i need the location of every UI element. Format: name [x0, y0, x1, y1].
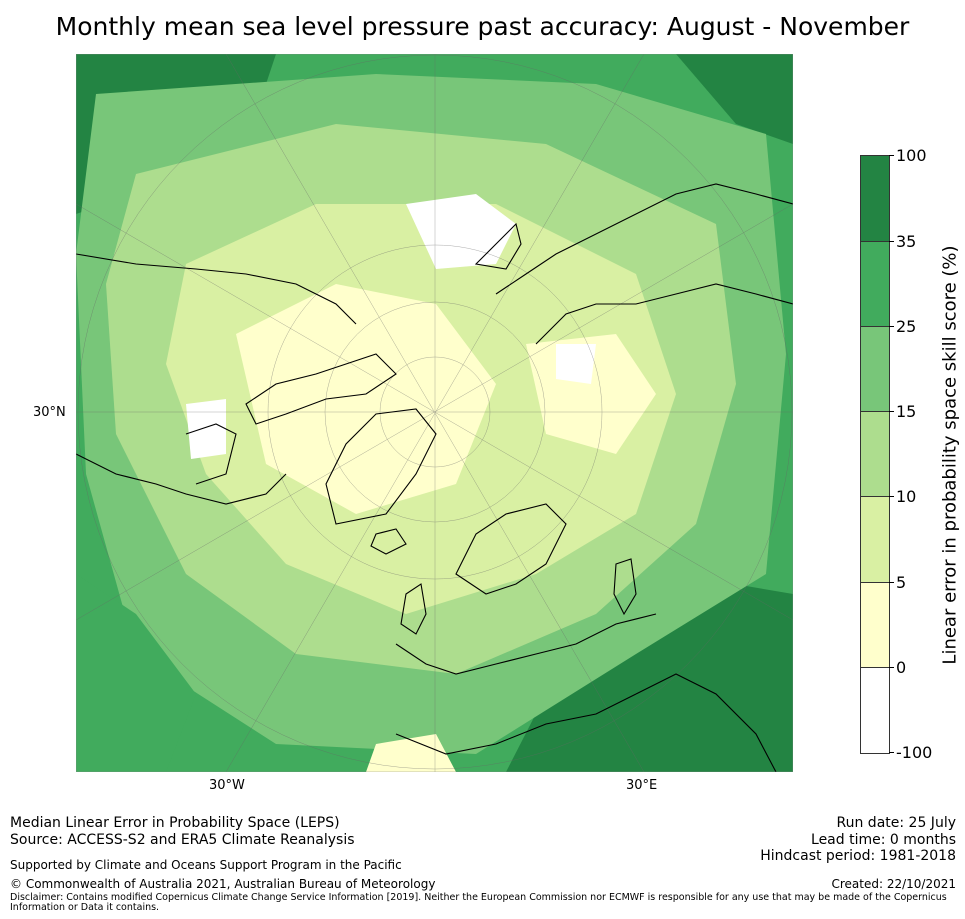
british-isles-coastline [400, 583, 427, 635]
mediterranean-coastline [395, 693, 637, 755]
colorbar [860, 155, 890, 754]
colorbar-tick: 35 [896, 232, 917, 251]
footer-run-date: Run date: 25 July [836, 815, 956, 831]
latitude-label-30n: 30°N [33, 405, 66, 420]
canadian-arctic-coastline [245, 353, 397, 425]
north-america-east-coastline [76, 453, 287, 505]
colorbar-tick: 100 [896, 146, 927, 165]
graticule [76, 54, 793, 772]
iceland-coastline [370, 528, 407, 555]
colorbar-tick: 25 [896, 317, 917, 336]
colorbar-tick: 5 [896, 573, 907, 592]
greenland-coastline [325, 408, 437, 525]
longitude-label-30e: 30°E [626, 778, 658, 793]
footer-created: Created: 22/10/2021 [831, 877, 956, 891]
colorbar-tick: -100 [896, 743, 933, 762]
footer-disclaimer: Disclaimer: Contains modified Copernicus… [10, 892, 947, 913]
skill-field-ff-bottom [366, 734, 456, 772]
colorbar-label: Linear error in probability space skill … [939, 245, 961, 665]
skill-field-white-c [556, 344, 596, 384]
polar-stereographic-map [76, 54, 793, 772]
footer-copyright: © Commonwealth of Australia 2021, Austra… [10, 877, 436, 891]
map-title: Monthly mean sea level pressure past acc… [55, 12, 910, 41]
hudson-bay-coastline [185, 423, 237, 485]
footer-method: Median Linear Error in Probability Space… [10, 815, 340, 831]
colorbar-segment-25-35 [860, 241, 890, 328]
footer-source: Source: ACCESS-S2 and ERA5 Climate Reana… [10, 832, 355, 848]
footer-hindcast-period: Hindcast period: 1981-2018 [760, 848, 956, 864]
arabia-coastline [635, 673, 777, 772]
europe-coastline [395, 613, 657, 675]
skill-field-white-a [406, 194, 516, 269]
skill-field-green-sw [76, 574, 196, 772]
skill-field-white-b [186, 399, 226, 459]
footer-lead-time: Lead time: 0 months [811, 832, 956, 848]
colorbar-tick: 10 [896, 487, 917, 506]
colorbar-tick: 0 [896, 658, 907, 677]
skill-field-ff-a [236, 284, 496, 514]
colorbar-segment-15-25 [860, 326, 890, 413]
colorbar-segment-5-10 [860, 496, 890, 583]
coastlines [76, 183, 793, 772]
russia-north-coastline [535, 283, 793, 345]
north-america-coastline [76, 253, 357, 325]
colorbar-segment-neg100-0 [860, 667, 890, 754]
colorbar-segment-10-15 [860, 411, 890, 498]
colorbar-segment-0-5 [860, 582, 890, 669]
colorbar-segment-35-100 [860, 155, 890, 242]
colorbar-tick: 15 [896, 402, 917, 421]
siberia-coastline [495, 183, 793, 295]
novaya-zemlya-coastline [474, 222, 522, 270]
skill-field-dark-ne [676, 54, 793, 144]
longitude-label-30w: 30°W [209, 778, 245, 793]
footer-support: Supported by Climate and Oceans Support … [10, 858, 402, 872]
caspian-coastline [613, 558, 637, 616]
scandinavia-coastline [455, 503, 567, 595]
